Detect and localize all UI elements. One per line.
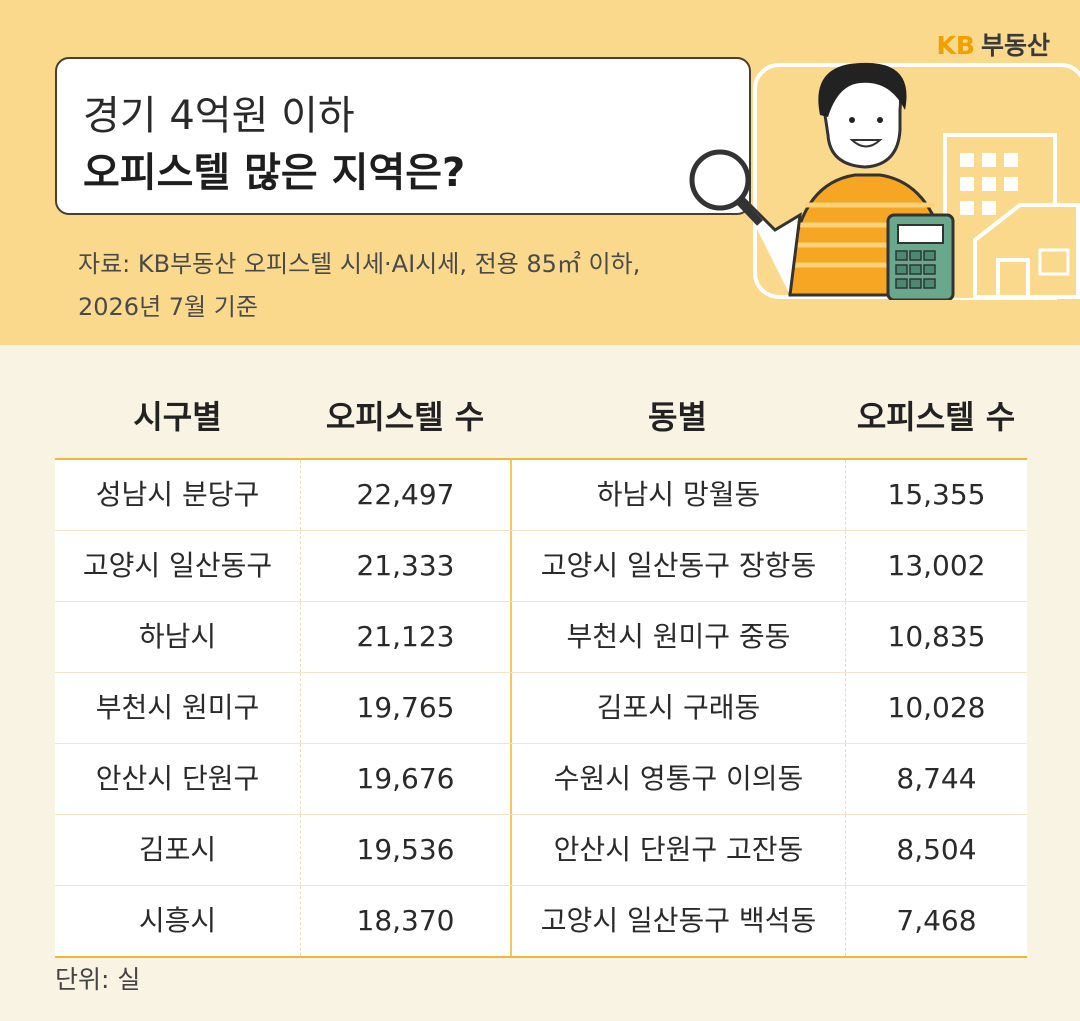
region-cell: 안산시 단원구 고잔동 xyxy=(510,815,845,885)
brand-name: 부동산 xyxy=(980,31,1050,60)
illustration xyxy=(689,62,1080,300)
column-header: 시구별 xyxy=(133,398,222,436)
region-cell: 하남시 xyxy=(138,620,217,653)
source-line: 2026년 7월 기준 xyxy=(78,293,258,321)
table-row: 성남시 분당구 22,497 하남시 망월동 15,355 xyxy=(55,460,1027,530)
table-body: 성남시 분당구 22,497 하남시 망월동 15,355 고양시 일산동구 21,333… xyxy=(55,458,1027,958)
region-cell: 부천시 원미구 중동 xyxy=(510,602,845,672)
column-header: 오피스텔 수 xyxy=(325,398,485,436)
count-cell: 18,370 xyxy=(300,886,510,956)
table-row: 고양시 일산동구 21,333 고양시 일산동구 장항동 13,002 xyxy=(55,530,1027,601)
count-cell: 10,835 xyxy=(845,602,1027,672)
count-cell: 10,028 xyxy=(845,673,1027,743)
source-line: 자료: KB부동산 오피스텔 시세·AI시세, 전용 85㎡ 이하, xyxy=(78,250,641,278)
region-cell: 성남시 분당구 xyxy=(95,478,260,511)
count-cell: 13,002 xyxy=(845,531,1027,601)
region-cell: 하남시 망월동 xyxy=(510,460,845,530)
table-row: 하남시 21,123 부천시 원미구 중동 10,835 xyxy=(55,601,1027,672)
region-cell: 부천시 원미구 xyxy=(95,691,260,724)
count-cell: 8,504 xyxy=(845,815,1027,885)
region-cell: 고양시 일산동구 장항동 xyxy=(510,531,845,601)
unit-note: 단위: 실 xyxy=(55,965,141,994)
count-cell: 15,355 xyxy=(845,460,1027,530)
region-cell: 김포시 구래동 xyxy=(510,673,845,743)
region-cell: 안산시 단원구 xyxy=(95,762,260,795)
region-cell: 고양시 일산동구 백석동 xyxy=(510,886,845,956)
count-cell: 22,497 xyxy=(300,460,510,530)
count-cell: 8,744 xyxy=(845,744,1027,814)
column-header: 오피스텔 수 xyxy=(856,398,1016,436)
count-cell: 21,333 xyxy=(300,531,510,601)
table-row: 시흥시 18,370 고양시 일산동구 백석동 7,468 xyxy=(55,885,1027,956)
count-cell: 7,468 xyxy=(845,886,1027,956)
table-row: 김포시 19,536 안산시 단원구 고잔동 8,504 xyxy=(55,814,1027,885)
brand: KB 부동산 xyxy=(937,26,1050,62)
region-cell: 수원시 영통구 이의동 xyxy=(510,744,845,814)
region-cell: 고양시 일산동구 xyxy=(82,549,273,582)
title-line: 경기 4억원 이하 xyxy=(83,93,355,139)
count-cell: 19,765 xyxy=(300,673,510,743)
table-row: 부천시 원미구 19,765 김포시 구래동 10,028 xyxy=(55,672,1027,743)
title-line: 오피스텔 많은 지역은? xyxy=(83,150,466,196)
count-cell: 19,536 xyxy=(300,815,510,885)
region-cell: 시흥시 xyxy=(138,904,217,937)
count-cell: 21,123 xyxy=(300,602,510,672)
region-cell: 김포시 xyxy=(138,833,217,866)
count-cell: 19,676 xyxy=(300,744,510,814)
title-box xyxy=(55,57,751,215)
table-row: 안산시 단원구 19,676 수원시 영통구 이의동 8,744 xyxy=(55,743,1027,814)
column-header: 동별 xyxy=(648,398,707,436)
brand-logo: KB xyxy=(936,31,975,60)
